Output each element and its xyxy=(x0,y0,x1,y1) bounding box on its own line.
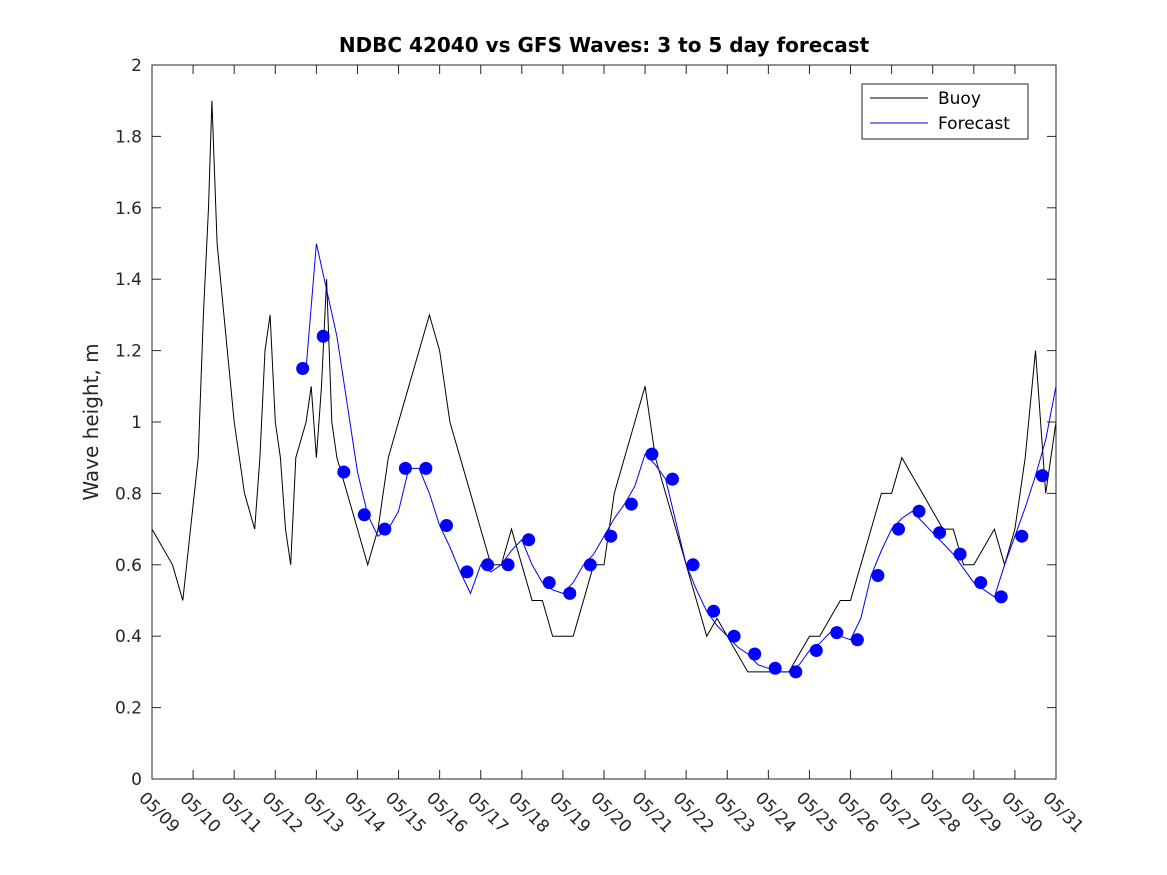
forecast-marker xyxy=(522,533,536,547)
forecast-marker xyxy=(809,644,823,657)
forecast-marker xyxy=(645,447,659,461)
x-tick-label: 05/15 xyxy=(381,788,430,837)
x-tick-label: 05/23 xyxy=(710,788,759,837)
forecast-marker xyxy=(440,519,453,532)
forecast-marker xyxy=(727,629,741,643)
chart-title: NDBC 42040 vs GFS Waves: 3 to 5 day fore… xyxy=(339,33,870,57)
x-tick-label: 05/11 xyxy=(217,788,266,837)
x-tick-label: 05/25 xyxy=(792,788,841,837)
y-tick-label: 1.8 xyxy=(115,127,142,147)
forecast-marker xyxy=(768,661,782,675)
x-tick-label: 05/30 xyxy=(997,788,1046,837)
forecast-marker xyxy=(748,647,762,661)
forecast-marker xyxy=(830,626,844,640)
forecast-marker xyxy=(871,569,885,582)
forecast-marker xyxy=(337,465,351,479)
legend-entry-0: Buoy xyxy=(938,89,981,109)
forecast-marker xyxy=(912,504,926,518)
forecast-marker xyxy=(316,329,330,343)
x-tick-label: 05/27 xyxy=(874,788,923,837)
x-tick-label: 05/28 xyxy=(915,788,964,837)
forecast-marker xyxy=(378,522,392,536)
legend-entry-1: Forecast xyxy=(938,114,1010,134)
forecast-marker xyxy=(1035,469,1049,483)
y-tick-label: 1.6 xyxy=(115,199,142,219)
x-tick-label: 05/29 xyxy=(956,788,1005,837)
forecast-marker xyxy=(563,586,577,600)
y-tick-label: 0.6 xyxy=(115,556,142,576)
legend-box xyxy=(861,83,1029,140)
forecast-marker xyxy=(604,529,618,543)
forecast-marker xyxy=(1015,529,1029,543)
x-tick-label: 05/14 xyxy=(340,788,389,837)
forecast-marker xyxy=(933,526,947,540)
forecast-marker xyxy=(974,576,988,590)
x-tick-label: 05/22 xyxy=(669,788,718,837)
y-tick-label: 1.2 xyxy=(115,342,142,362)
y-tick-label: 2 xyxy=(131,56,142,76)
forecast-marker xyxy=(850,633,864,647)
forecast-marker xyxy=(542,576,556,590)
x-tick-label: 05/26 xyxy=(833,788,882,837)
x-tick-label: 05/13 xyxy=(299,788,348,837)
y-axis-label: Wave height, m xyxy=(79,343,103,500)
x-tick-label: 05/09 xyxy=(134,788,183,837)
forecast-marker xyxy=(296,362,310,375)
forecast-marker xyxy=(707,604,721,618)
forecast-marker xyxy=(624,497,638,511)
series-line-buoy xyxy=(151,100,1057,673)
forecast-marker xyxy=(994,590,1008,604)
x-tick-label: 05/31 xyxy=(1038,788,1087,837)
forecast-marker xyxy=(501,558,515,572)
x-tick-label: 05/10 xyxy=(176,788,225,837)
x-tick-label: 05/24 xyxy=(751,788,800,837)
x-tick-label: 05/12 xyxy=(258,788,307,837)
x-tick-label: 05/20 xyxy=(586,788,635,837)
forecast-marker xyxy=(789,665,803,679)
axes-box xyxy=(151,64,1057,780)
y-tick-label: 0.2 xyxy=(115,699,142,719)
forecast-marker xyxy=(892,522,905,536)
forecast-marker xyxy=(460,565,474,579)
y-tick-label: 1.4 xyxy=(115,270,142,290)
plot-area xyxy=(151,100,1057,679)
x-tick-label: 05/16 xyxy=(422,788,471,837)
legend: Buoy Forecast xyxy=(861,83,1029,140)
y-tick-label: 0.8 xyxy=(115,484,142,504)
y-tick-label: 0.4 xyxy=(115,627,142,647)
y-tick-label: 1 xyxy=(131,413,142,433)
forecast-marker xyxy=(398,461,412,475)
forecast-marker xyxy=(953,547,967,561)
x-tick-label: 05/18 xyxy=(504,788,553,837)
forecast-marker xyxy=(419,461,433,475)
series-line-forecast xyxy=(305,243,1057,673)
forecast-marker xyxy=(583,558,597,572)
forecast-marker xyxy=(686,558,700,572)
y-tick-label: 0 xyxy=(131,770,142,790)
forecast-marker xyxy=(481,558,495,572)
x-tick-label: 05/21 xyxy=(628,788,677,837)
forecast-marker xyxy=(666,472,679,486)
x-tick-label: 05/17 xyxy=(463,788,512,837)
x-tick-label: 05/19 xyxy=(545,788,594,837)
forecast-marker xyxy=(357,508,371,522)
